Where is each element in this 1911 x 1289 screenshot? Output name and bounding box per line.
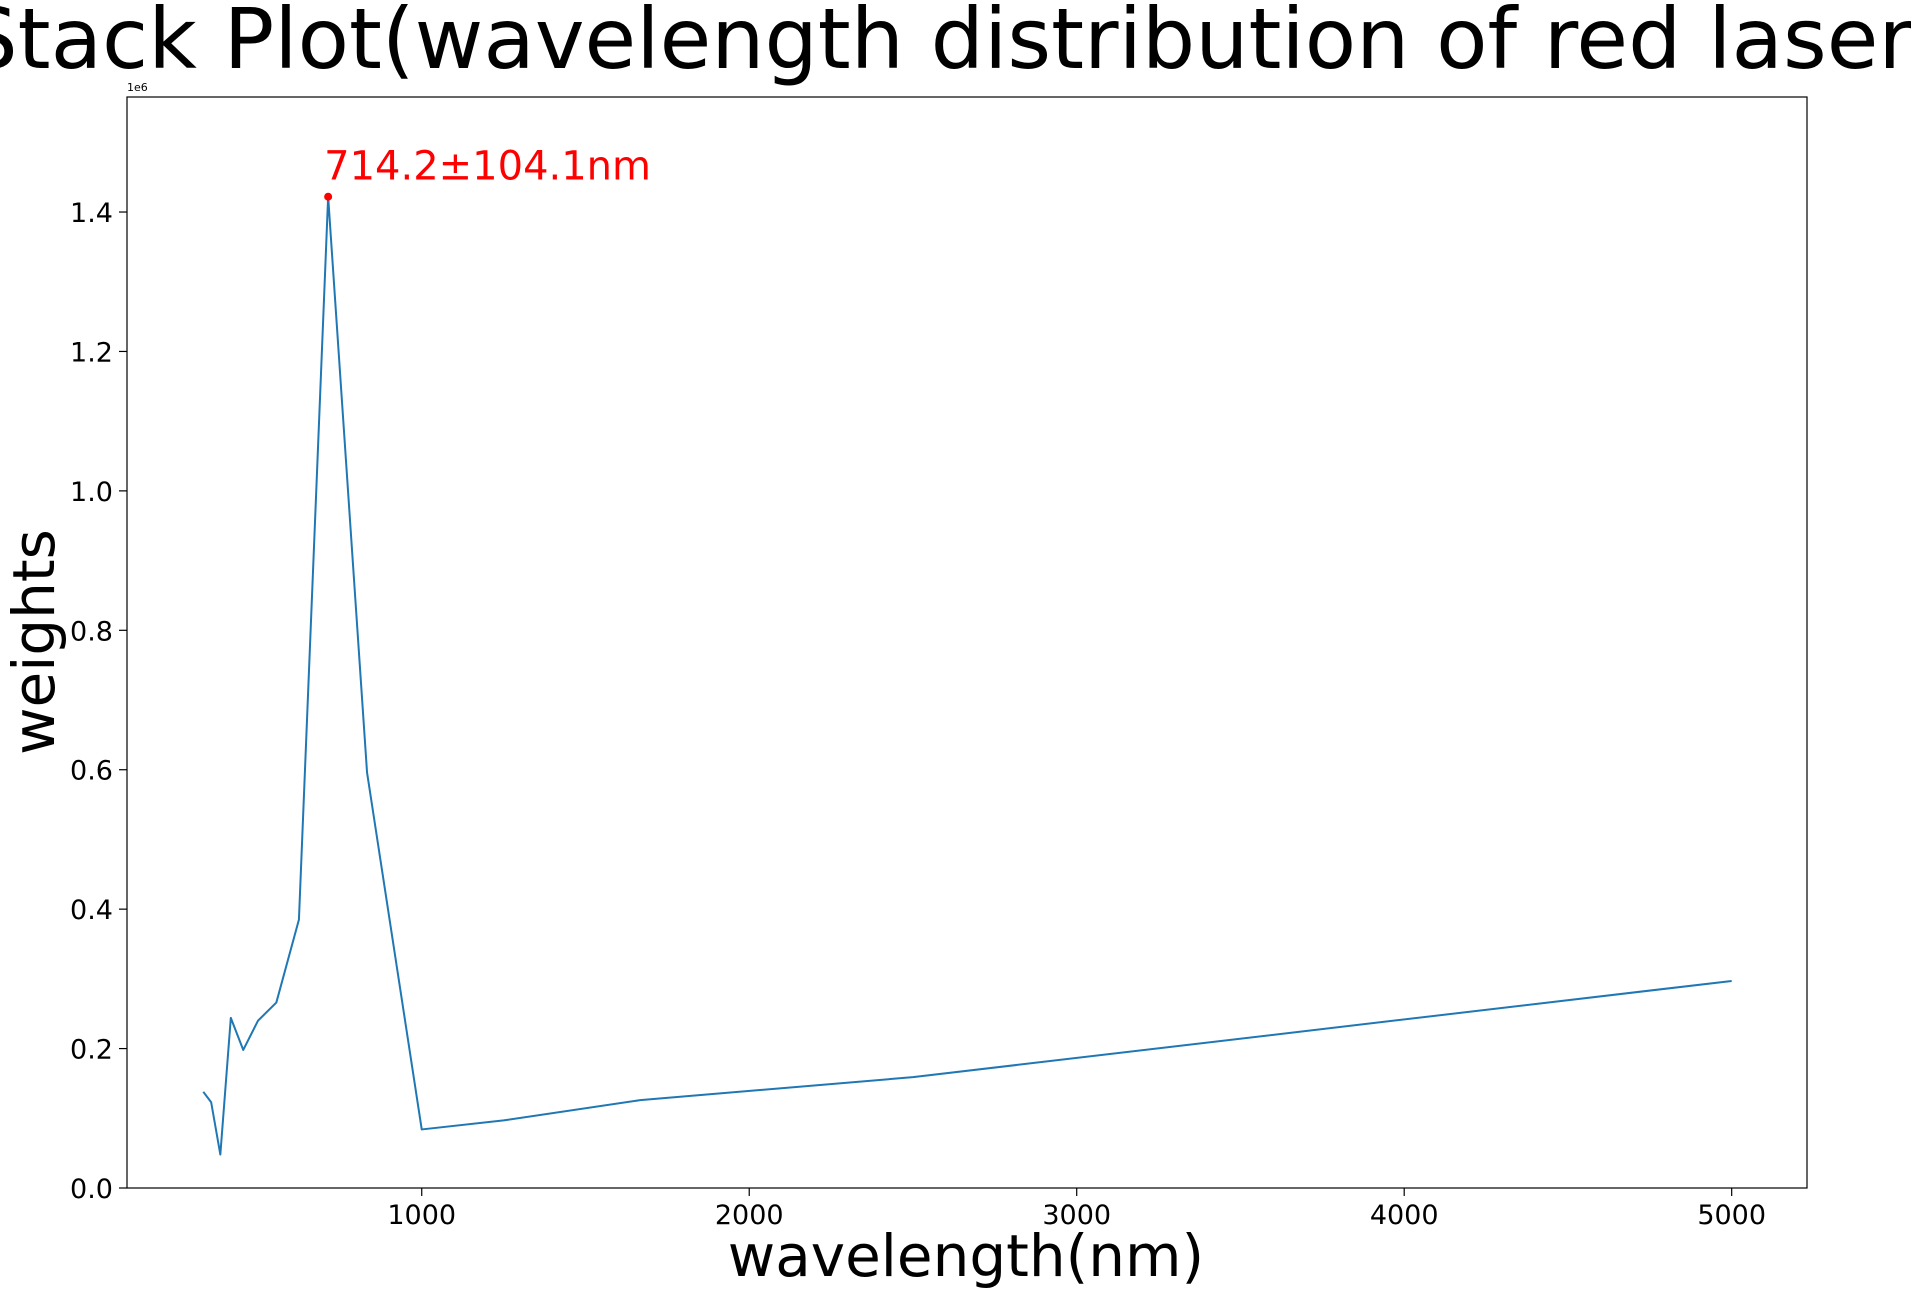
peak-annotation: 714.2±104.1nm — [324, 144, 651, 190]
x-tick-label: 3000 — [1042, 1200, 1111, 1231]
x-tick-label: 5000 — [1697, 1200, 1766, 1231]
peak-marker — [324, 192, 333, 201]
y-tick-label: 1.2 — [70, 337, 113, 368]
series-line — [202, 195, 1732, 1156]
y-tick-label: 0.2 — [70, 1035, 113, 1066]
y-tick-label: 0.8 — [70, 616, 113, 647]
x-tick-label: 1000 — [387, 1200, 456, 1231]
y-tick-label: 0.6 — [70, 756, 113, 787]
annotation-layer: 714.2±104.1nm — [324, 144, 651, 201]
x-axis: 1000 2000 3000 4000 5000 — [387, 1188, 1766, 1231]
plot-area-frame — [126, 96, 1808, 1189]
y-tick-label: 0.0 — [70, 1174, 113, 1205]
x-tick-label: 2000 — [715, 1200, 784, 1231]
chart-title: Stack Plot(wavelength distribution of re… — [0, 0, 1911, 88]
series-layer — [202, 195, 1732, 1156]
y-tick-label: 1.4 — [70, 198, 113, 229]
y-axis-label: weights — [0, 529, 68, 755]
y-tick-label: 0.4 — [70, 895, 113, 926]
x-axis-label: wavelength(nm) — [728, 1222, 1204, 1289]
y-axis-offset-label: 1e6 — [127, 81, 148, 94]
x-tick-label: 4000 — [1370, 1200, 1439, 1231]
y-tick-label: 1.0 — [70, 477, 113, 508]
y-axis: 0.0 0.2 0.4 0.6 0.8 1.0 1.2 1.4 — [70, 198, 127, 1205]
